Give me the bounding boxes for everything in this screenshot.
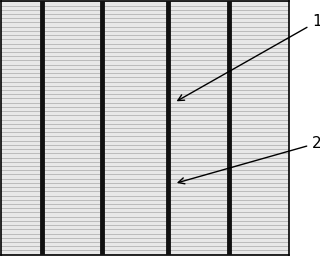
Text: 1: 1 bbox=[178, 14, 320, 101]
Text: 2: 2 bbox=[178, 136, 320, 184]
